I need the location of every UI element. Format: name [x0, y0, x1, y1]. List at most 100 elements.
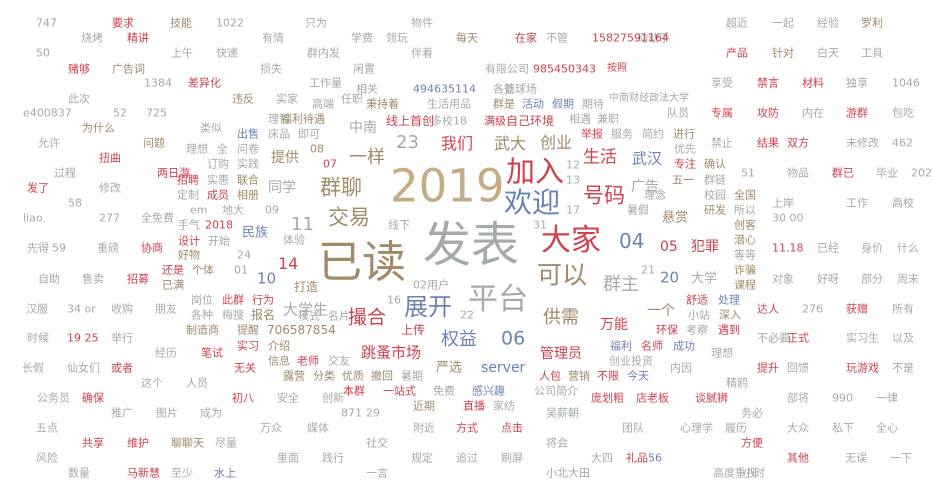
word: 里面 [277, 451, 299, 465]
word: 理智 [268, 112, 290, 126]
word: 此群 [222, 293, 244, 307]
word: 精讲 [127, 31, 149, 45]
word: 社交 [366, 436, 388, 450]
word: 领玩 [386, 31, 408, 45]
word: 技能 [170, 16, 192, 30]
word: 制造商 [186, 323, 219, 337]
word: 数量 [68, 466, 90, 480]
word: 14 [278, 254, 299, 273]
word: 信息 [268, 354, 290, 368]
word: 结果 [757, 136, 779, 150]
word: 发了 [27, 181, 49, 195]
word: 创客 [734, 218, 756, 232]
word: 笔试 [201, 346, 223, 360]
word: 队员 [667, 106, 689, 120]
word: 联合 [237, 173, 259, 187]
word: 2018 [205, 218, 233, 232]
word: 民族 [242, 225, 269, 241]
word: 生活用品 [427, 97, 471, 111]
word: 不限 [597, 369, 619, 383]
word: 推广 [111, 406, 133, 420]
word: 方便 [741, 436, 763, 450]
word: 定制 [177, 188, 199, 202]
word: 共享 [82, 436, 104, 450]
word: 材料 [802, 76, 824, 90]
word: 招聘 [177, 173, 199, 187]
word: 一样 [349, 147, 385, 168]
word: 以及 [892, 331, 914, 345]
word: 要求 [112, 16, 134, 30]
word: 暑期 [401, 369, 423, 383]
word: 专属 [711, 106, 733, 120]
word: 小时 [743, 466, 765, 480]
word: 打造 [294, 280, 319, 294]
word: 举报 [581, 127, 603, 141]
word: 成为 [200, 406, 222, 420]
word: 武汉 [632, 149, 663, 168]
word: 群已 [832, 166, 854, 180]
word: 维护 [127, 436, 149, 450]
word: 高校 [892, 196, 914, 210]
word: 欢迎 [504, 186, 561, 219]
word: 床品 [268, 127, 290, 141]
word: 群聊 [320, 175, 362, 200]
word: 大众 [787, 421, 809, 435]
word: 交友 [328, 354, 350, 368]
word: 游群 [846, 106, 868, 120]
word: 经验 [817, 16, 839, 30]
word: 课程 [734, 278, 756, 292]
word: 方式 [456, 421, 478, 435]
word: 02用户 [413, 278, 449, 292]
word: 56 [648, 451, 662, 465]
word: 31 [533, 218, 547, 232]
word: 期待 [582, 97, 604, 111]
word: 权益 [441, 329, 477, 350]
word: 相册 [237, 188, 259, 202]
word: 毕业 [876, 166, 898, 180]
word: 安全 [277, 391, 299, 405]
word: 附近 [413, 421, 435, 435]
word: 一站式 [383, 384, 416, 398]
word: 一起 [772, 16, 794, 30]
word: 公务员 [37, 391, 70, 405]
word: 万众 [260, 421, 282, 435]
word: 理想 [711, 346, 733, 360]
word: 一律 [876, 391, 898, 405]
word: 实习生 [846, 331, 879, 345]
word: 为什么 [82, 121, 115, 135]
word: 06 [501, 327, 526, 350]
word: 个体 [192, 263, 214, 277]
word: 此次 [68, 92, 90, 106]
word: 这个 [141, 376, 163, 390]
word: 高度重视 [713, 466, 757, 480]
word: 在家 [515, 31, 537, 45]
word: 大家 [541, 223, 601, 258]
word: 确保 [82, 391, 104, 405]
word: 24 [237, 248, 251, 262]
word: 上岸 [772, 196, 794, 210]
word: 59 [52, 241, 66, 255]
word: 招募 [127, 272, 149, 286]
word: 11 [291, 214, 314, 235]
word: 11.18 [772, 241, 804, 255]
word: 禁言 [757, 76, 779, 90]
word: 提供 [271, 150, 299, 166]
word: 上午 [171, 46, 193, 60]
word: 群链 [704, 173, 726, 187]
word: 747 [36, 16, 57, 30]
word: 或者 [111, 361, 133, 375]
word: 实践 [237, 157, 259, 171]
word: 享受 [711, 76, 733, 90]
word: 至少 [171, 466, 193, 480]
word: 创业 [540, 133, 573, 152]
word: 小站 [688, 308, 710, 322]
word: 部将 [787, 391, 809, 405]
word: 15827591164 [592, 31, 669, 45]
word: 违反 [232, 92, 254, 106]
word: 22 [460, 308, 474, 322]
word: 实家 [276, 92, 298, 106]
word: 快递 [216, 46, 238, 60]
word: 我们 [441, 134, 474, 153]
word: 超近 [726, 16, 748, 30]
word: 按照 [607, 63, 627, 74]
